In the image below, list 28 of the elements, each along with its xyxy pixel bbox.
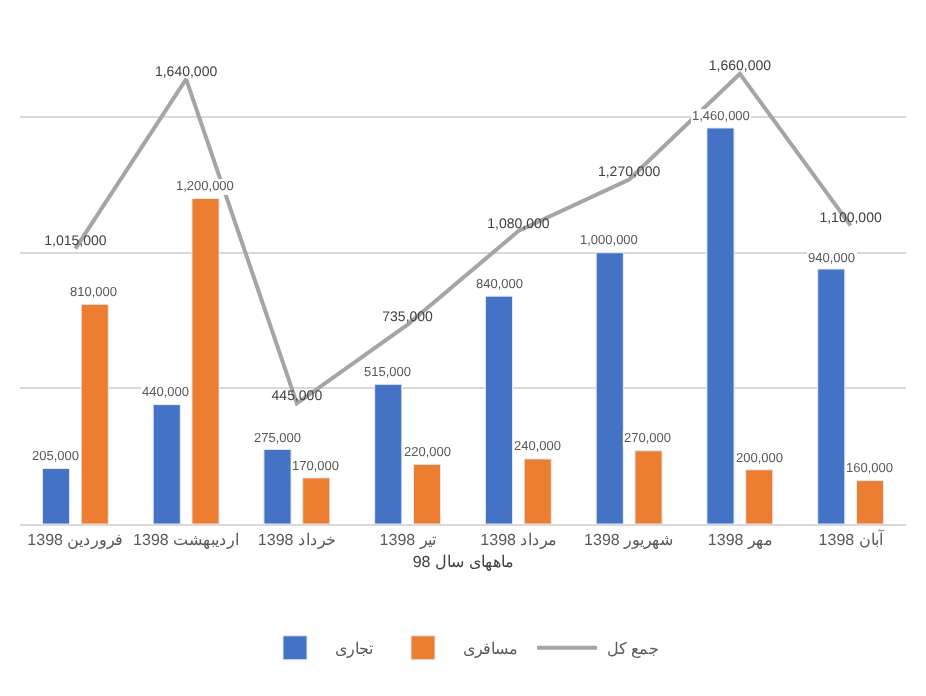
- bar: [634, 450, 663, 524]
- legend-label: جمع کل: [607, 640, 660, 659]
- bar: [706, 127, 735, 524]
- bar: [374, 383, 403, 524]
- x-tick-label: مرداد 1398: [480, 531, 557, 550]
- x-tick-label: اردیبهشت 1398: [133, 531, 240, 550]
- legend-label: مسافری: [463, 640, 517, 659]
- bar: [41, 467, 71, 524]
- x-tick-label: آبان 1398: [818, 529, 885, 550]
- bar: [152, 404, 181, 524]
- bar: [302, 477, 331, 524]
- x-axis-title: ماههای سال 98: [412, 553, 514, 572]
- bar: [412, 463, 442, 524]
- x-tick-label: فروردین 1398: [27, 531, 124, 550]
- bar: [817, 268, 846, 524]
- x-tick-label: تیر 1398: [379, 531, 436, 550]
- bar: [855, 480, 885, 524]
- bar: [595, 252, 624, 524]
- x-tick-label: شهریور 1398: [584, 531, 675, 550]
- x-tick-label: خرداد 1398: [257, 531, 336, 550]
- x-tick-label: مهر 1398: [707, 531, 772, 550]
- bar: [523, 458, 552, 524]
- bar: [745, 469, 774, 524]
- bar: [484, 295, 514, 524]
- bar: [191, 197, 220, 524]
- bar: [263, 448, 292, 524]
- legend-label: تجاری: [335, 640, 373, 659]
- bar: [80, 303, 109, 524]
